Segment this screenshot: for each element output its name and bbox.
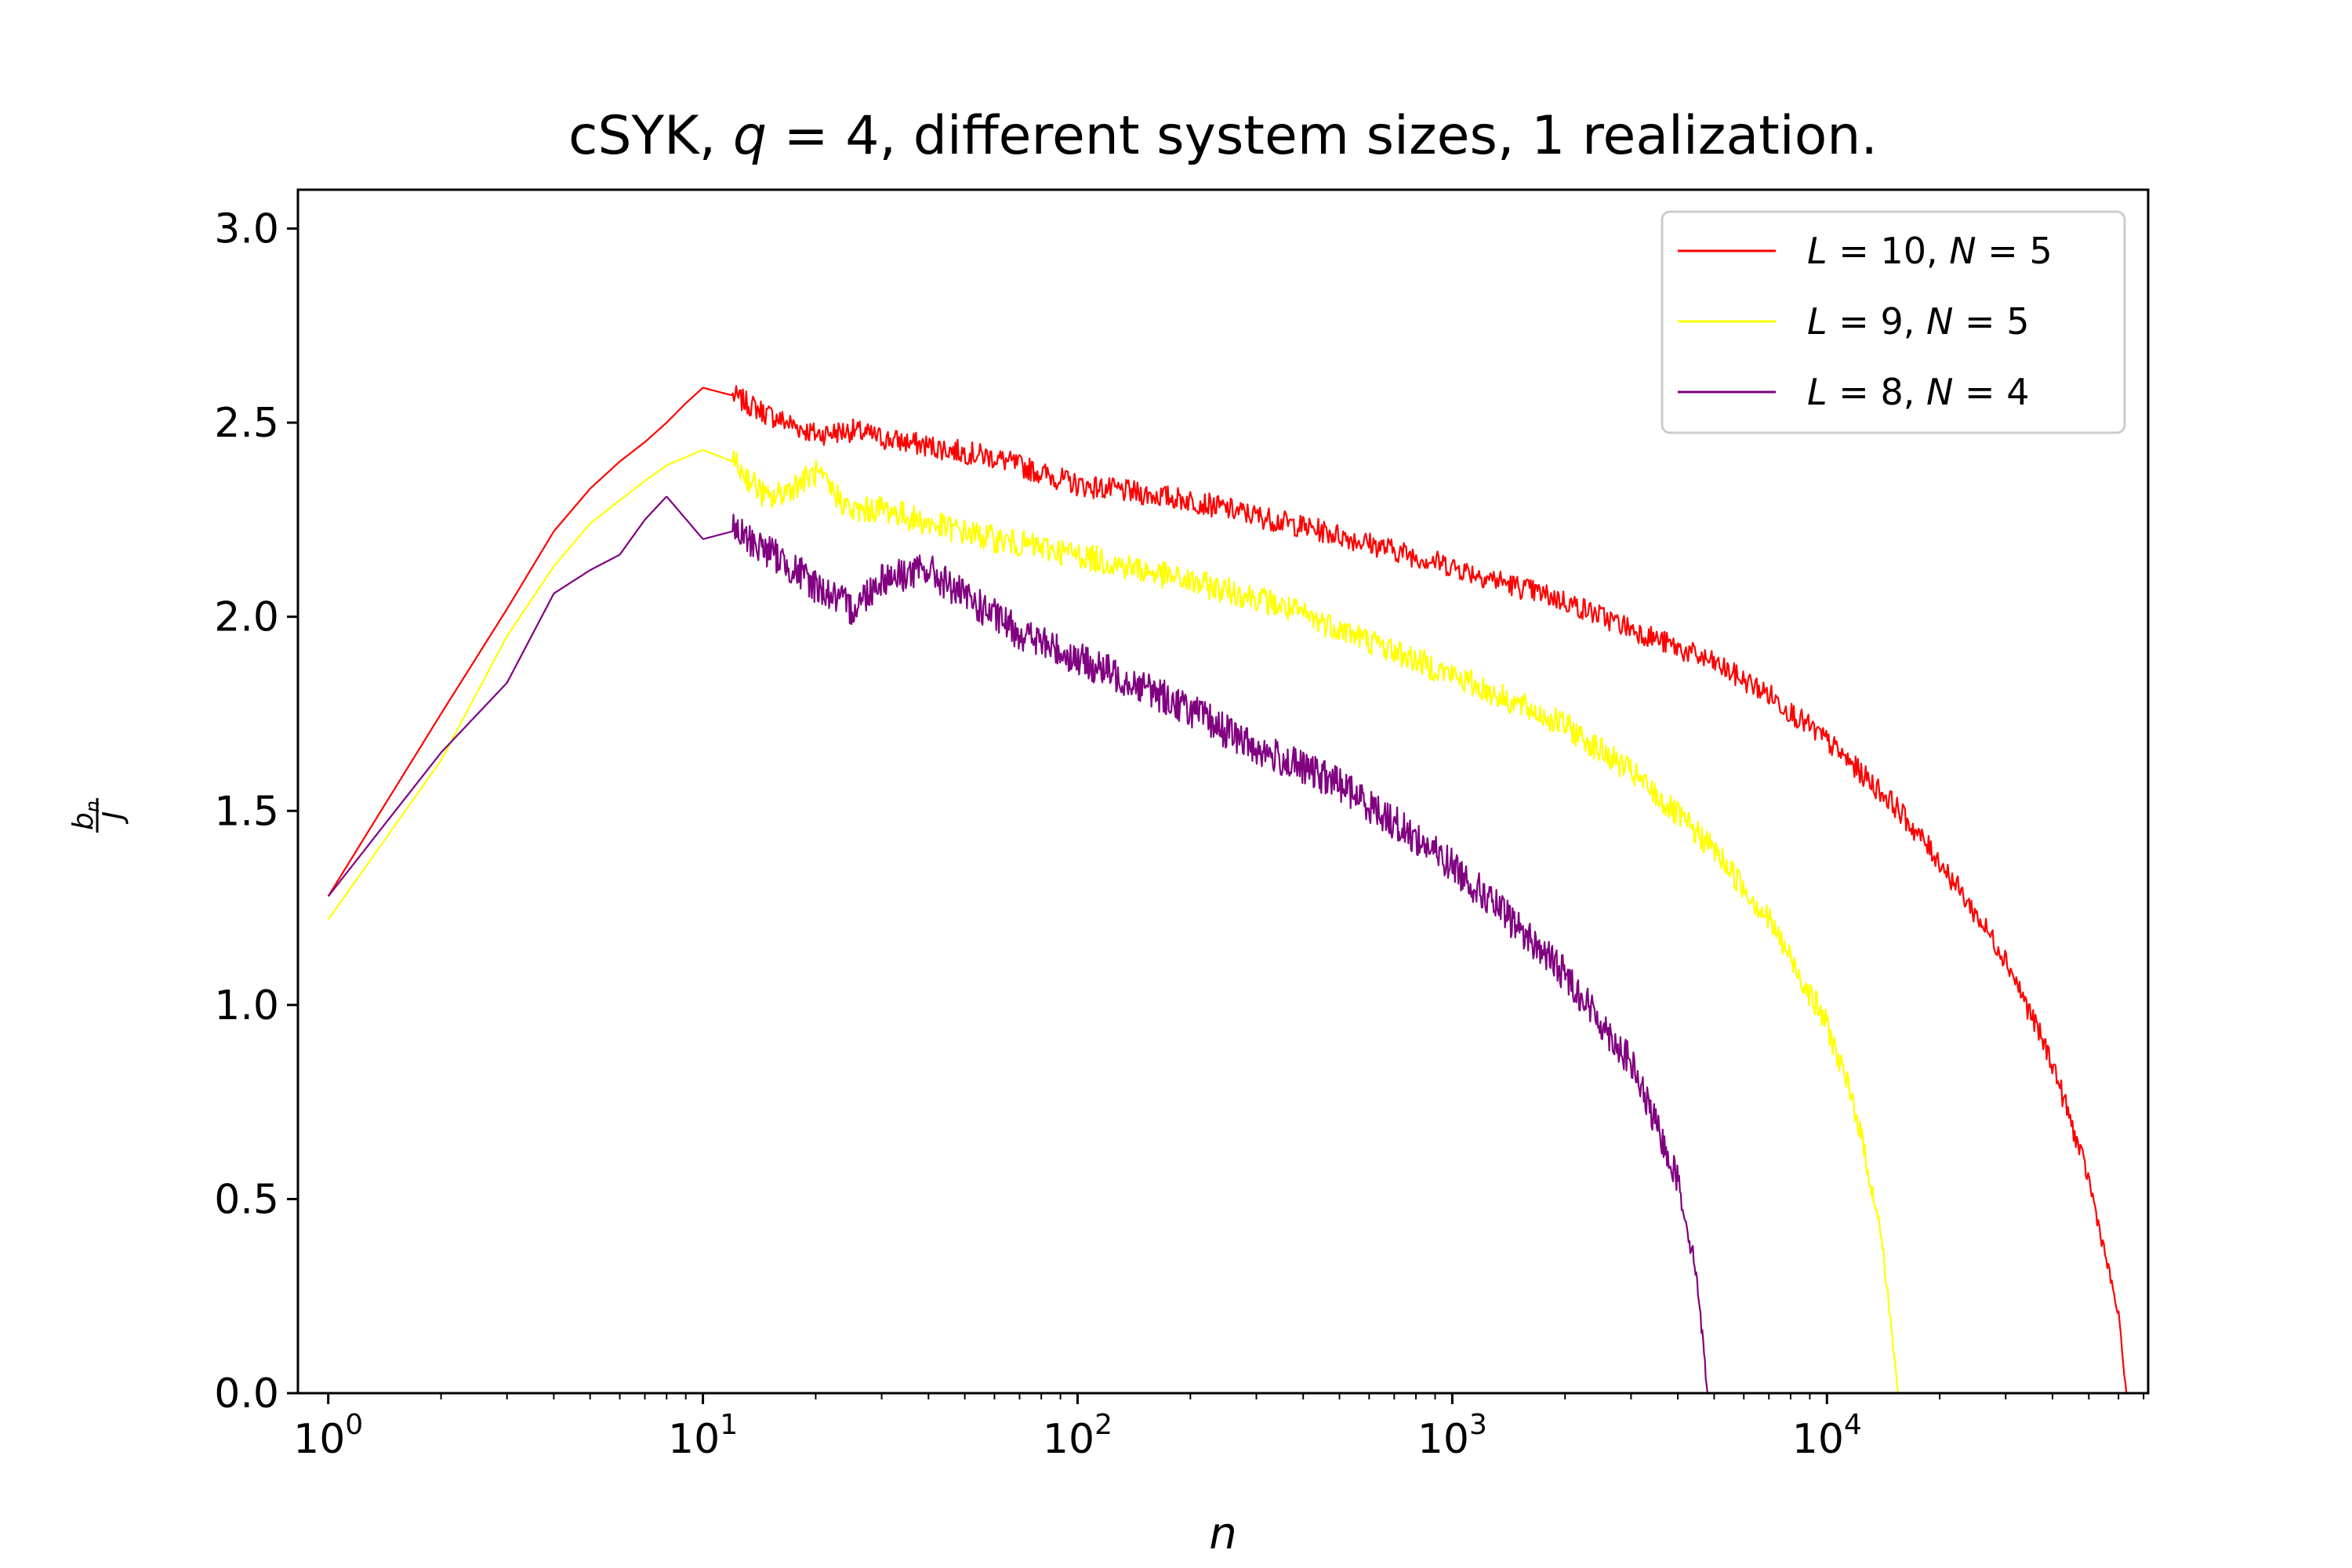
legend: L = 10, N = 5 L = 9, N = 5 L = 8, N = 4 — [1661, 210, 2126, 434]
series-line — [327, 385, 2128, 1394]
y-tick-label: 2.0 — [214, 594, 279, 641]
legend-box — [1661, 210, 2126, 434]
plot-frame — [296, 188, 2150, 1395]
series-line — [327, 448, 1900, 1394]
chart-title: cSYK, q = 4, different system sizes, 1 r… — [568, 105, 1878, 167]
y-tick-label: 3.0 — [214, 206, 279, 253]
y-tick-label: 1.0 — [214, 982, 279, 1029]
x-axis: 100 101 102 103 104 — [293, 1393, 2145, 1463]
y-axis: 0.0 0.5 1.0 1.5 2.0 2.5 3.0 — [214, 206, 298, 1417]
y-tick-label: 0.5 — [214, 1176, 279, 1223]
x-tick-label: 102 — [1043, 1409, 1112, 1463]
x-tick-label: 104 — [1792, 1409, 1862, 1463]
x-tick-label: 100 — [293, 1409, 363, 1463]
y-tick-label: 1.5 — [214, 788, 279, 835]
legend-label: L = 9, N = 5 — [1807, 300, 2029, 343]
y-axis-label: bn J — [67, 798, 129, 833]
y-tick-label: 2.5 — [214, 400, 279, 447]
x-tick-label: 101 — [668, 1409, 738, 1463]
y-tick-label: 0.0 — [214, 1370, 279, 1417]
legend-label: L = 8, N = 4 — [1807, 371, 2029, 413]
legend-label: L = 10, N = 5 — [1807, 230, 2053, 272]
x-axis-label: n — [1209, 1508, 1237, 1559]
series-layer — [327, 385, 2128, 1394]
x-tick-label: 103 — [1417, 1409, 1487, 1463]
series-line — [327, 495, 1708, 1394]
